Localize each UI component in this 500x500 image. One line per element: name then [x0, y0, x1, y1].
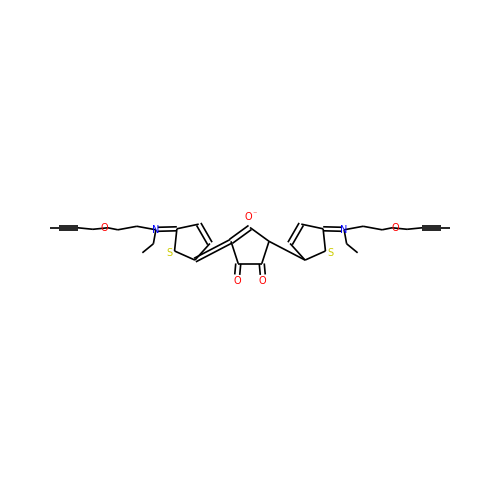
Text: O: O	[392, 223, 400, 233]
Text: ⁻: ⁻	[253, 210, 257, 218]
Text: O: O	[244, 212, 252, 222]
Text: N: N	[152, 225, 160, 235]
Text: O: O	[100, 223, 108, 233]
Text: O: O	[234, 276, 241, 285]
Text: O: O	[259, 276, 266, 285]
Text: S: S	[166, 248, 172, 258]
Text: S: S	[328, 248, 334, 258]
Text: N: N	[340, 225, 348, 235]
